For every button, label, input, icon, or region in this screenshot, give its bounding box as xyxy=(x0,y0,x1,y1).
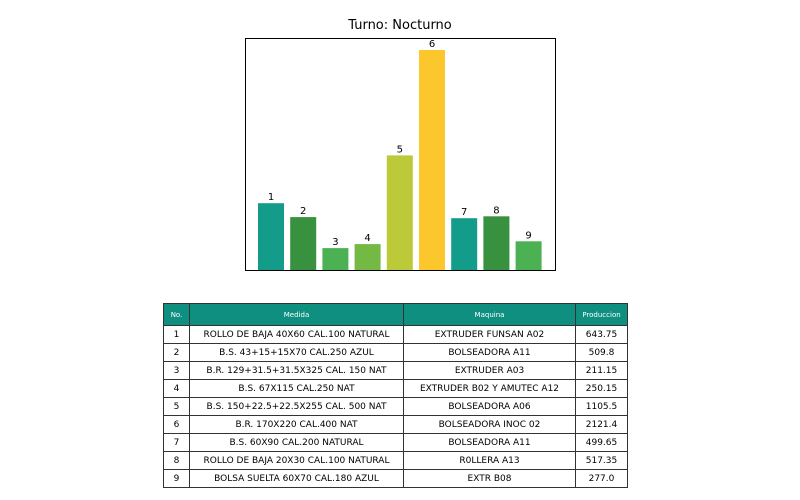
cell-produccion: 509.8 xyxy=(575,343,628,362)
bar-label-7: 7 xyxy=(461,207,467,218)
cell-medida: B.R. 170X220 CAL.400 NAT xyxy=(189,415,404,434)
bar-6 xyxy=(419,50,445,270)
cell-maquina: EXTRUDER FUNSAN A02 xyxy=(403,325,576,344)
cell-no: 2 xyxy=(163,343,190,362)
header-medida: Medida xyxy=(189,303,404,326)
bar-label-4: 4 xyxy=(364,233,370,244)
table-header-row: No. Medida Maquina Produccion xyxy=(163,303,628,326)
cell-maquina: BOLSEADORA A06 xyxy=(403,397,576,416)
header-no: No. xyxy=(163,303,190,326)
cell-maquina: EXTR B08 xyxy=(403,469,576,488)
bar-label-8: 8 xyxy=(493,205,499,216)
cell-produccion: 517.35 xyxy=(575,451,628,470)
cell-medida: ROLLO DE BAJA 20X30 CAL.100 NATURAL xyxy=(189,451,404,470)
bar-1 xyxy=(258,203,284,270)
cell-produccion: 211.15 xyxy=(575,361,628,380)
cell-medida: B.S. 60X90 CAL.200 NATURAL xyxy=(189,433,404,452)
table-row: 2 B.S. 43+15+15X70 CAL.250 AZUL BOLSEADORA… xyxy=(163,343,628,362)
cell-produccion: 643.75 xyxy=(575,325,628,344)
cell-no: 9 xyxy=(163,469,190,488)
cell-no: 7 xyxy=(163,433,190,452)
cell-medida: B.R. 129+31.5+31.5X325 CAL. 150 NAT xyxy=(189,361,404,380)
header-maquina: Maquina xyxy=(403,303,576,326)
table-row: 5 B.S. 150+22.5+22.5X255 CAL. 500 NAT BOLS… xyxy=(163,397,628,416)
cell-no: 6 xyxy=(163,415,190,434)
bars-group xyxy=(258,50,542,270)
cell-maquina: BOLSEADORA INOC 02 xyxy=(403,415,576,434)
bar-5 xyxy=(386,155,413,270)
bar-7 xyxy=(451,218,478,270)
table-row: 6 B.R. 170X220 CAL.400 NAT BOLSEADORA INOC… xyxy=(163,415,628,434)
cell-produccion: 250.15 xyxy=(575,379,628,398)
cell-medida: BOLSA SUELTA 60X70 CAL.180 AZUL xyxy=(189,469,404,488)
bar-chart: 1 2 3 4 5 6 7 8 9 xyxy=(245,38,556,271)
cell-no: 3 xyxy=(163,361,190,380)
table-row: 8 ROLLO DE BAJA 20X30 CAL.100 NATURAL R0LL… xyxy=(163,451,628,470)
bar-8 xyxy=(483,216,510,270)
table-row: 4 B.S. 67X115 CAL.250 NAT EXTRUDER B02 Y A… xyxy=(163,379,628,398)
bar-label-3: 3 xyxy=(332,237,338,248)
cell-maquina: BOLSEADORA A11 xyxy=(403,343,576,362)
table-row: 7 B.S. 60X90 CAL.200 NATURAL BOLSEADORA A1… xyxy=(163,433,628,452)
cell-medida: ROLLO DE BAJA 40X60 CAL.100 NATURAL xyxy=(189,325,404,344)
cell-no: 1 xyxy=(163,325,190,344)
bar-9 xyxy=(515,241,542,270)
table-body: 1 ROLLO DE BAJA 40X60 CAL.100 NATURAL EXTR… xyxy=(163,325,628,488)
cell-no: 4 xyxy=(163,379,190,398)
cell-produccion: 499.65 xyxy=(575,433,628,452)
cell-maquina: EXTRUDER A03 xyxy=(403,361,576,380)
cell-produccion: 2121.4 xyxy=(575,415,628,434)
bar-label-5: 5 xyxy=(397,144,403,155)
cell-maquina: R0LLERA A13 xyxy=(403,451,576,470)
cell-produccion: 1105.5 xyxy=(575,397,628,416)
production-table: No. Medida Maquina Produccion 1 ROLLO DE … xyxy=(163,303,628,488)
bar-2 xyxy=(290,217,317,270)
table-row: 3 B.R. 129+31.5+31.5X325 CAL. 150 NAT EXTR… xyxy=(163,361,628,380)
bar-label-2: 2 xyxy=(300,206,306,217)
cell-medida: B.S. 150+22.5+22.5X255 CAL. 500 NAT xyxy=(189,397,404,416)
table-row: 1 ROLLO DE BAJA 40X60 CAL.100 NATURAL EXTR… xyxy=(163,325,628,344)
cell-maquina: EXTRUDER B02 Y AMUTEC A12 xyxy=(403,379,576,398)
table-row: 9 BOLSA SUELTA 60X70 CAL.180 AZUL EXTR B08… xyxy=(163,469,628,488)
cell-no: 8 xyxy=(163,451,190,470)
bar-3 xyxy=(322,248,349,270)
cell-produccion: 277.0 xyxy=(575,469,628,488)
plot-area-frame xyxy=(245,38,556,271)
bar-label-9: 9 xyxy=(525,230,531,241)
chart-title: Turno: Nocturno xyxy=(348,18,452,33)
bar-label-1: 1 xyxy=(268,192,274,203)
bar-label-6: 6 xyxy=(429,39,435,50)
cell-medida: B.S. 67X115 CAL.250 NAT xyxy=(189,379,404,398)
cell-maquina: BOLSEADORA A11 xyxy=(403,433,576,452)
bar-labels-group: 1 2 3 4 5 6 7 8 9 xyxy=(268,39,532,248)
cell-no: 5 xyxy=(163,397,190,416)
header-produccion: Produccion xyxy=(575,303,628,326)
bar-4 xyxy=(354,244,381,270)
cell-medida: B.S. 43+15+15X70 CAL.250 AZUL xyxy=(189,343,404,362)
